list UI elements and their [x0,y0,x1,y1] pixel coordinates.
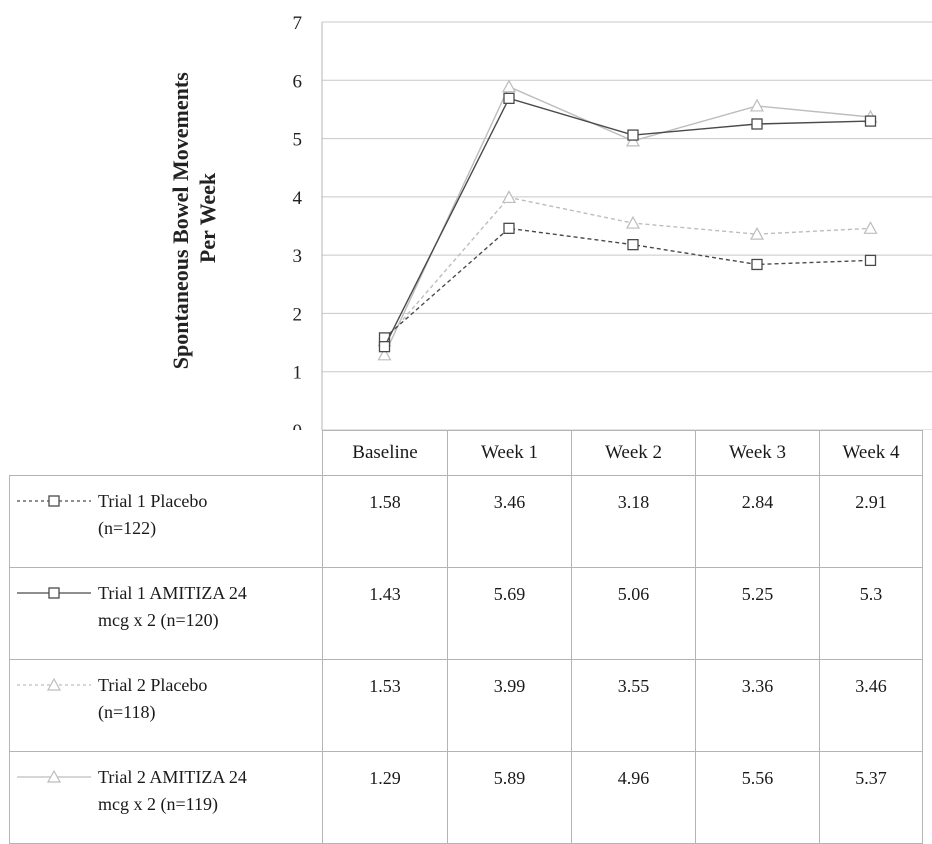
data-point-square [627,129,639,141]
table-row: Trial 2 AMITIZA 24 mcg x 2 (n=119) 1.29 5.8… [9,751,923,844]
data-point-square [503,222,515,234]
legend-label-line: Trial 1 Placebo [98,491,208,511]
data-value-cell: 3.36 [695,659,820,752]
series-lines [377,79,878,361]
y-axis-label-line-2: Per Week [195,172,220,263]
y-tick-label: 3 [293,246,303,267]
legend-label: Trial 2 Placebo (n=118) [98,672,328,726]
series-1 [378,222,877,344]
data-point-triangle [46,678,62,691]
data-value-cell: 5.56 [695,751,820,844]
legend-cell: Trial 2 AMITIZA 24 mcg x 2 (n=119) [9,751,323,844]
y-tick-label: 1 [293,363,303,384]
data-point-square [627,239,639,251]
legend-label-line: (n=118) [98,702,156,722]
y-tick-label: 0 [293,421,303,430]
data-point-triangle [501,190,517,204]
data-value-cell: 5.25 [695,567,820,660]
data-point-square [751,258,763,271]
legend-label-line: Trial 2 AMITIZA 24 [98,767,247,787]
y-tick-labels: 0 1 2 3 4 5 6 7 [293,13,303,430]
data-value-cell: 1.29 [322,751,448,844]
legend-label-line: Trial 1 AMITIZA 24 [98,583,247,603]
data-value-cell: 3.46 [819,659,923,752]
y-axis-label: Spontaneous Bowel Movements Per Week [168,67,220,370]
data-value-cell: 3.18 [571,475,696,568]
legend-label: Trial 1 Placebo (n=122) [98,488,328,542]
data-point-square [378,341,391,353]
y-tick-label: 2 [293,304,303,325]
legend-label-line: mcg x 2 (n=119) [98,794,218,814]
x-category-label: Week 1 [447,430,572,476]
data-point-triangle [501,79,517,93]
data-point-triangle [377,347,392,361]
data-value-cell: 5.06 [571,567,696,660]
data-value-cell: 4.96 [571,751,696,844]
y-tick-label: 6 [293,71,303,92]
legend-key-icon [17,495,91,507]
line-chart: 0 1 2 3 4 5 6 7 Spontaneous Bowel Movements Per… [168,13,932,430]
series-line [383,196,871,342]
table-corner-cell [9,430,323,476]
legend-key-icon [17,770,91,783]
table-row: Trial 1 AMITIZA 24 mcg x 2 (n=120) 1.43 5.6… [9,567,923,660]
table-row: Trial 1 Placebo (n=122) 1.58 3.46 3.18 2.84 2.… [9,475,923,568]
x-category-label: Week 3 [695,430,820,476]
legend-label: Trial 1 AMITIZA 24 mcg x 2 (n=120) [98,580,328,634]
data-point-square [48,587,60,599]
data-value-cell: 3.99 [447,659,572,752]
y-axis-label-line-1: Spontaneous Bowel Movements [168,72,193,369]
data-point-square [503,92,515,105]
legend-label: Trial 2 AMITIZA 24 mcg x 2 (n=119) [98,764,328,818]
data-table-body: Baseline Week 1 Week 2 Week 3 Week 4 Trial 1 … [9,430,923,844]
data-value-cell: 5.89 [447,751,572,844]
data-value-cell: 1.53 [322,659,448,752]
data-point-square [864,254,877,267]
x-category-label: Week 4 [819,430,923,476]
data-value-cell: 5.3 [819,567,923,660]
data-point-square [864,115,877,127]
data-point-triangle [749,98,765,112]
data-value-cell: 1.43 [322,567,448,660]
legend-key-icon [17,587,91,599]
y-tick-label: 4 [293,188,303,209]
data-value-cell: 2.84 [695,475,820,568]
legend-label-line: Trial 2 Placebo [98,675,208,695]
data-point-square [48,495,60,507]
data-value-cell: 1.58 [322,475,448,568]
y-tick-label: 5 [293,130,303,151]
data-value-cell: 5.37 [819,751,923,844]
legend-cell: Trial 1 AMITIZA 24 mcg x 2 (n=120) [9,567,323,660]
data-point-triangle [749,226,765,240]
series-3 [377,190,878,347]
legend-label-line: mcg x 2 (n=120) [98,610,219,630]
table-header-row: Baseline Week 1 Week 2 Week 3 Week 4 [9,430,923,476]
data-value-cell: 3.55 [571,659,696,752]
data-point-square [751,118,763,130]
legend-cell: Trial 2 Placebo (n=118) [9,659,323,752]
legend-cell: Trial 1 Placebo (n=122) [9,475,323,568]
data-point-triangle [863,221,878,234]
x-category-label: Baseline [322,430,448,476]
data-value-cell: 3.46 [447,475,572,568]
data-value-cell: 2.91 [819,475,923,568]
series-line [383,85,871,356]
y-tick-label: 7 [293,13,303,34]
data-point-triangle [625,215,641,229]
table-row: Trial 2 Placebo (n=118) 1.53 3.99 3.55 3.36 3.… [9,659,923,752]
gridlines [321,21,932,430]
x-category-label: Week 2 [571,430,696,476]
legend-key-icon [17,678,91,691]
data-table: Baseline Week 1 Week 2 Week 3 Week 4 Trial 1 … [9,430,923,844]
legend-label-line: (n=122) [98,518,157,538]
series-2 [378,92,877,353]
data-value-cell: 5.69 [447,567,572,660]
